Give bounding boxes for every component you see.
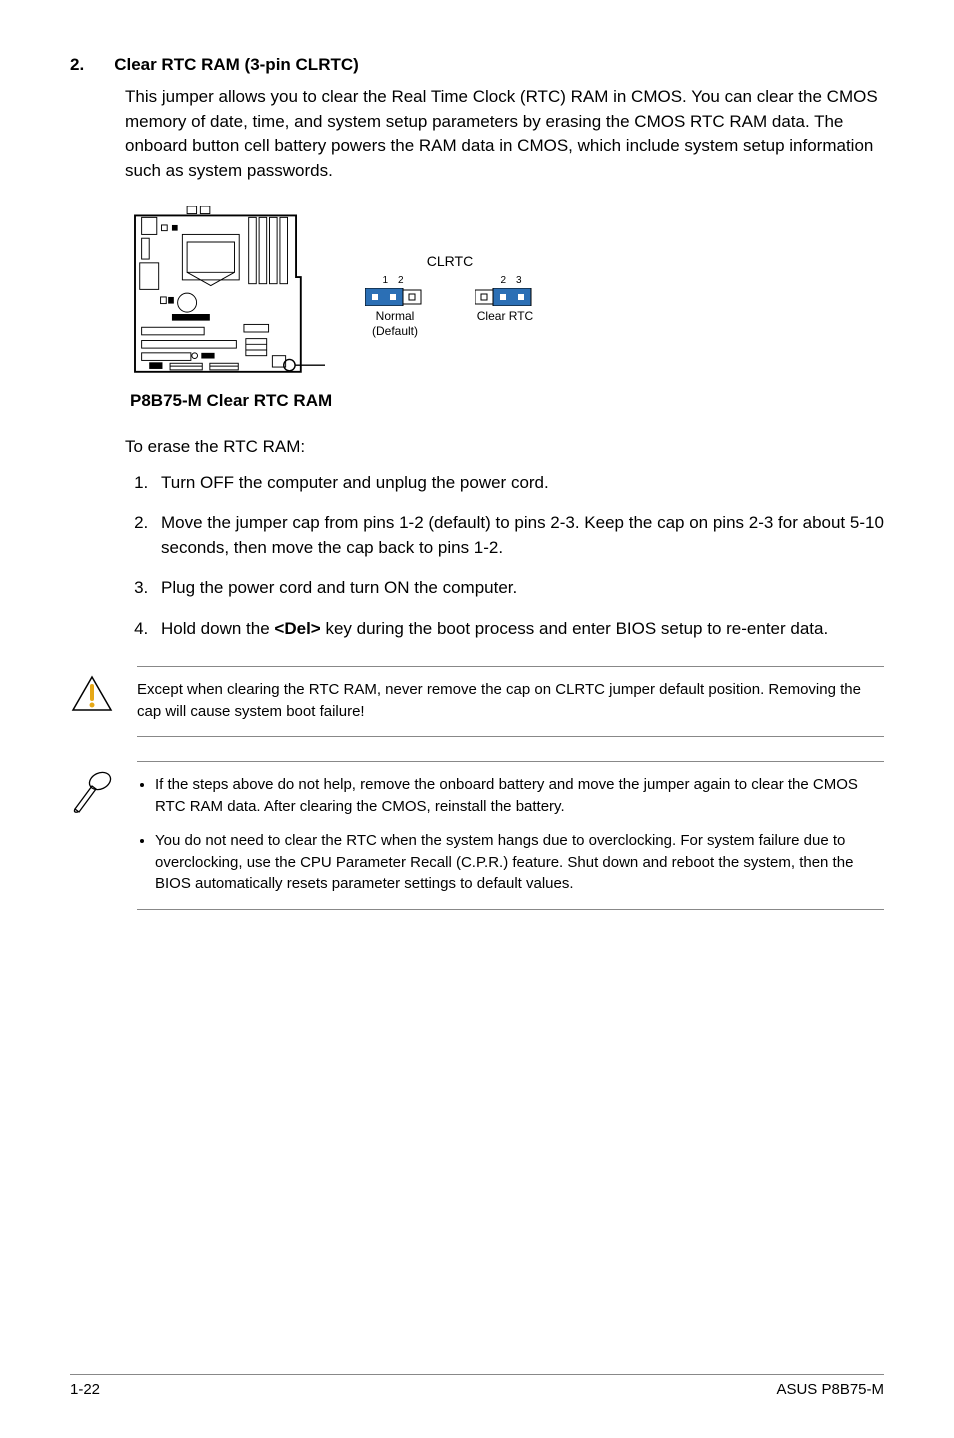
page: 2. Clear RTC RAM (3-pin CLRTC) This jump… [0,0,954,1438]
jumper-clear-num-right: 3 [516,275,532,286]
jumper-normal-label-line1: Normal [376,309,415,323]
jumper-clear-num-left: 2 [500,275,516,286]
motherboard-diagram [125,206,325,386]
warning-callout: Except when clearing the RTC RAM, never … [70,666,884,738]
jumper-normal: 12 Normal (Default) [365,275,425,338]
step-4: Hold down the <Del> key during the boot … [153,617,884,642]
step-1: Turn OFF the computer and unplug the pow… [153,471,884,496]
section-title: Clear RTC RAM (3-pin CLRTC) [114,55,359,75]
jumper-row: 12 Normal (Default) [365,275,535,338]
steps-list: Turn OFF the computer and unplug the pow… [125,471,884,642]
diagram-row: CLRTC 12 Normal (De [125,206,884,386]
page-footer: 1-22 ASUS P8B75-M [70,1374,884,1398]
note-list: If the steps above do not help, remove t… [137,774,884,895]
note-2: You do not need to clear the RTC when th… [155,830,884,895]
step-4-key: <Del> [274,619,320,638]
note-icon [70,761,115,820]
diagram-caption: P8B75-M Clear RTC RAM [130,391,884,411]
jumper-clear-label: Clear RTC [477,309,533,323]
jumper-normal-label: Normal (Default) [372,309,418,338]
step-3: Plug the power cord and turn ON the comp… [153,576,884,601]
jumper-clear-nums: 23 [478,275,531,286]
warning-icon [70,666,115,719]
jumper-normal-label-line2: (Default) [372,324,418,338]
step-4-suffix: key during the boot process and enter BI… [321,619,828,638]
jumper-clear-svg [475,288,535,306]
note-body: If the steps above do not help, remove t… [137,761,884,910]
section-number: 2. [70,55,84,75]
step-2: Move the jumper cap from pins 1-2 (defau… [153,511,884,560]
erase-heading: To erase the RTC RAM: [125,437,884,457]
jumper-normal-num-right: 2 [398,275,414,286]
clrtc-title: CLRTC [427,253,473,269]
note-1: If the steps above do not help, remove t… [155,774,884,818]
jumper-clear: 23 Clear RTC [475,275,535,338]
note-callout: If the steps above do not help, remove t… [70,761,884,910]
clrtc-block: CLRTC 12 Normal (De [365,253,535,338]
warning-text: Except when clearing the RTC RAM, never … [137,666,884,738]
footer-right: ASUS P8B75-M [776,1381,884,1398]
section-header: 2. Clear RTC RAM (3-pin CLRTC) [70,55,884,75]
jumper-clear-label-line1: Clear RTC [477,309,533,323]
jumper-normal-nums: 12 [376,275,413,286]
jumper-normal-num-left: 1 [382,275,398,286]
jumper-normal-svg [365,288,425,306]
footer-left: 1-22 [70,1381,100,1398]
intro-paragraph: This jumper allows you to clear the Real… [125,85,884,184]
step-4-prefix: Hold down the [161,619,274,638]
